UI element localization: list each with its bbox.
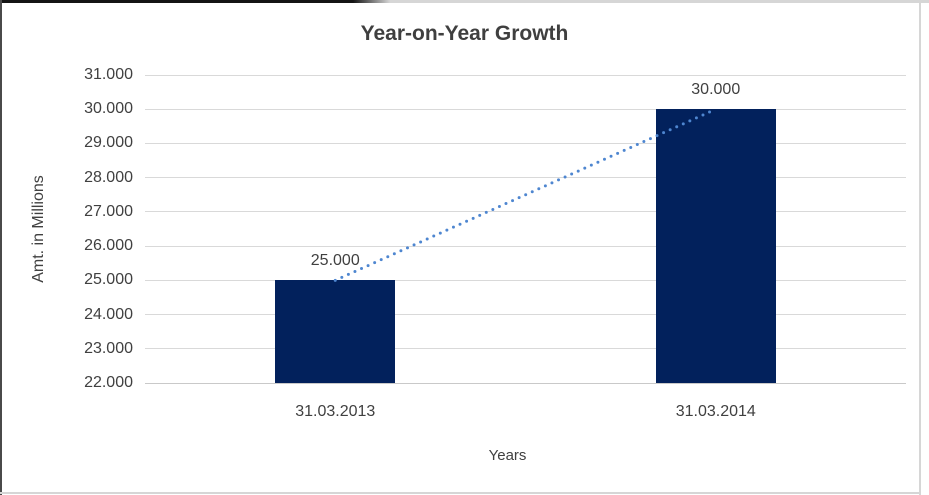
bar: [655, 109, 776, 383]
x-tick-label: 31.03.2013: [295, 403, 376, 420]
frame-border-right: [919, 0, 921, 495]
y-tick-label: 22.000: [84, 374, 133, 391]
y-tick-label: 30.000: [84, 100, 133, 118]
gridline: [145, 108, 906, 110]
gridline: [145, 314, 906, 316]
y-tick-label: 29.000: [84, 134, 133, 152]
bar-value-label: 25.000: [310, 252, 360, 270]
x-tick-label: 31.03.2014: [675, 403, 756, 420]
gridline: [145, 74, 906, 76]
trendline-layer: [333, 107, 718, 282]
frame-border-top: [0, 0, 929, 3]
frame-border-bottom: [0, 492, 921, 494]
x-axis-label: Years: [488, 447, 527, 464]
y-axis-label: Amt. in Millions: [30, 175, 47, 283]
gridline: [145, 348, 906, 350]
y-tick-label: 28.000: [84, 168, 133, 186]
y-tick-label: 24.000: [84, 305, 133, 323]
trendline: [333, 107, 718, 282]
y-tick-label: 25.000: [84, 271, 133, 289]
y-tick-label: 26.000: [84, 237, 133, 255]
gridline: [145, 211, 906, 213]
bar: [275, 280, 396, 383]
plot-area: 25.000 30.000: [145, 74, 906, 384]
bar-value-label: 30.000: [691, 81, 741, 99]
gridline: [145, 279, 906, 281]
y-tick-label: 31.000: [84, 66, 133, 83]
frame-border-top-thin: [370, 0, 929, 2]
gridline: [145, 382, 906, 384]
gridline: [145, 245, 906, 247]
chart-title: Year-on-Year Growth: [360, 22, 569, 45]
gridline: [145, 142, 906, 144]
y-tick-label: 23.000: [84, 339, 133, 357]
gridline: [145, 177, 906, 179]
y-tick-label: 27.000: [84, 202, 133, 220]
